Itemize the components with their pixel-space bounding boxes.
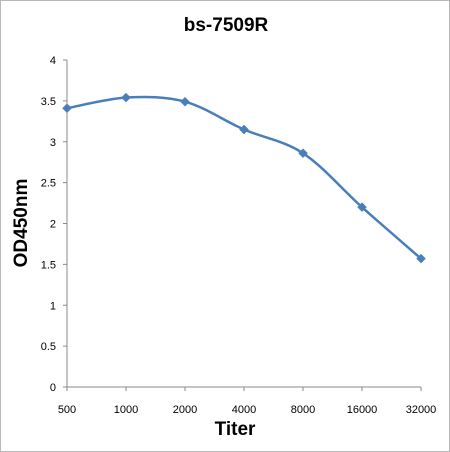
x-tick-label: 16000 — [347, 404, 378, 416]
x-tick-label: 8000 — [291, 404, 315, 416]
y-tick-label: 2 — [50, 219, 56, 231]
data-point-marker — [180, 96, 190, 107]
y-tick-label: 4 — [50, 55, 56, 67]
y-tick-label: 3.5 — [41, 96, 56, 108]
plot-area — [62, 92, 426, 264]
x-tick-label: 1000 — [114, 404, 138, 416]
series-line — [66, 95, 422, 260]
chart-title: bs-7509R — [184, 15, 269, 36]
y-tick-label: 1 — [50, 300, 56, 312]
data-point-marker — [62, 103, 72, 114]
axes: 0 0.5 1 1.5 2 2.5 3 3.5 4 500 1000 2000 4000 8000 1600… — [41, 55, 437, 416]
x-tick-label: 500 — [58, 404, 76, 416]
data-point-marker — [357, 202, 367, 213]
x-tick-label: 4000 — [232, 404, 256, 416]
y-tick-label: 2.5 — [41, 178, 56, 190]
data-point-marker — [239, 124, 249, 135]
data-point-marker — [121, 92, 131, 103]
data-point-marker — [416, 253, 426, 264]
x-tick-label: 32000 — [406, 404, 437, 416]
x-axis-title: Titer — [215, 419, 256, 440]
y-tick-label: 3 — [50, 137, 56, 149]
data-point-marker — [298, 148, 308, 159]
y-axis-title: OD450nm — [11, 179, 32, 268]
y-tick-label: 0 — [50, 382, 56, 394]
y-tick-label: 1.5 — [41, 259, 56, 271]
y-tick-label: 0.5 — [41, 341, 56, 353]
x-tick-label: 2000 — [173, 404, 197, 416]
